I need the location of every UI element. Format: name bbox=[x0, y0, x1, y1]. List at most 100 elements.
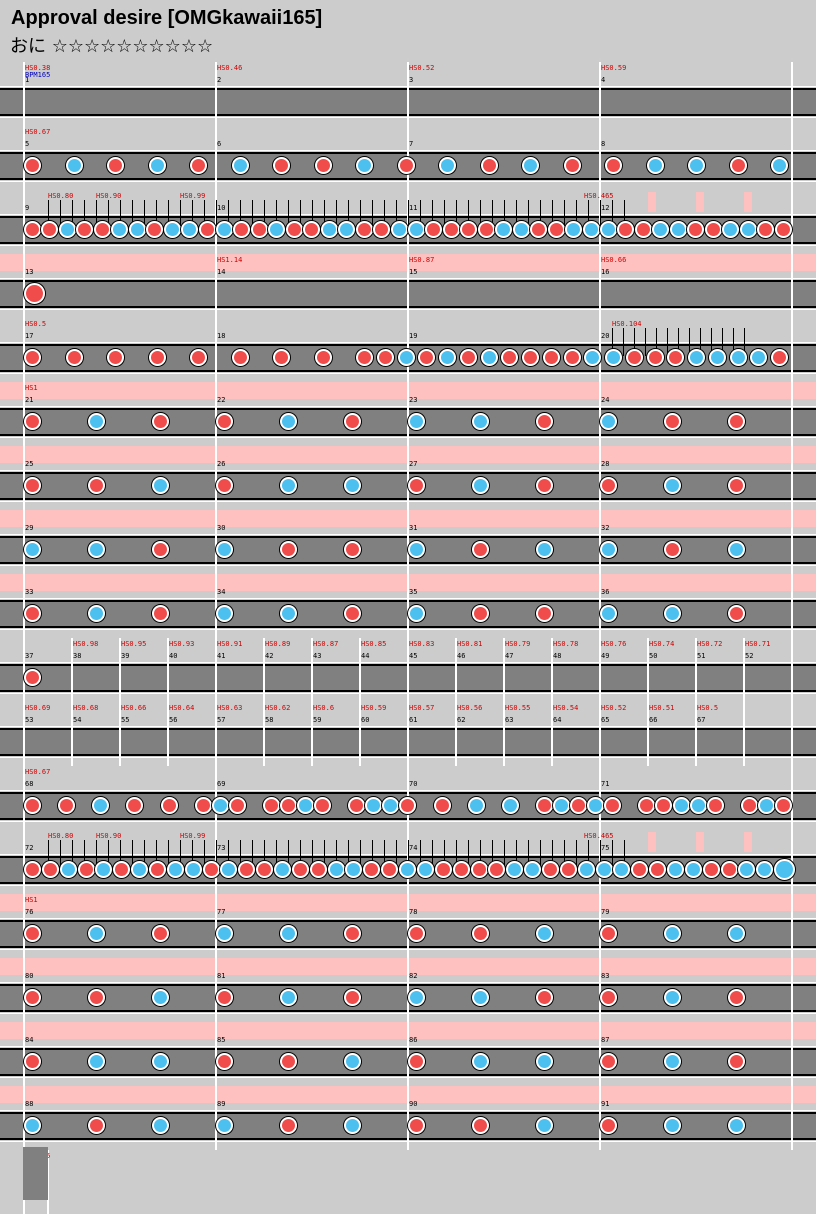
ka-note bbox=[652, 221, 670, 238]
note-stem bbox=[60, 840, 61, 868]
don-note bbox=[152, 541, 169, 558]
don-note bbox=[107, 157, 125, 174]
note-stem bbox=[552, 200, 553, 228]
note-stem bbox=[744, 328, 745, 356]
don-note bbox=[600, 1053, 617, 1070]
don-note bbox=[149, 861, 167, 878]
ka-note bbox=[738, 861, 756, 878]
barline bbox=[215, 1086, 217, 1150]
barline bbox=[23, 894, 25, 958]
measure-number: 89 bbox=[217, 1100, 226, 1108]
ka-note bbox=[688, 349, 706, 366]
ka-note bbox=[739, 221, 757, 238]
measure-number: 75 bbox=[601, 844, 610, 852]
barline bbox=[23, 446, 25, 510]
don-note bbox=[231, 349, 249, 366]
don-note bbox=[728, 1053, 745, 1070]
note-stem bbox=[300, 840, 301, 868]
ka-note bbox=[506, 861, 524, 878]
note-stem bbox=[156, 200, 157, 228]
measure-number: 69 bbox=[217, 780, 226, 788]
measure-number: 44 bbox=[361, 652, 370, 660]
ka-note bbox=[382, 797, 400, 814]
don-note bbox=[728, 413, 745, 430]
don-note bbox=[344, 989, 361, 1006]
don-note bbox=[655, 797, 673, 814]
barline bbox=[23, 958, 25, 1022]
note-stem bbox=[72, 840, 73, 868]
don-note bbox=[356, 349, 374, 366]
barline bbox=[215, 1022, 217, 1086]
ka-note bbox=[59, 861, 77, 878]
note-stem bbox=[492, 840, 493, 868]
note-stem bbox=[348, 200, 349, 228]
ka-note bbox=[757, 797, 775, 814]
barline bbox=[791, 318, 793, 382]
hs-highlight bbox=[744, 192, 752, 212]
barline bbox=[791, 702, 793, 766]
barline bbox=[71, 638, 73, 702]
measure-number: 47 bbox=[505, 652, 514, 660]
barline bbox=[215, 446, 217, 510]
ka-note bbox=[216, 221, 233, 238]
don-note bbox=[477, 221, 495, 238]
measure-number: 40 bbox=[169, 652, 178, 660]
don-note bbox=[41, 221, 59, 238]
chart-row: 9 10 11 12 HS0.80 HS0.90 HS0.99 HS0.465 bbox=[0, 190, 816, 254]
scroll-speed-label: HS0.85 bbox=[361, 640, 387, 648]
don-note bbox=[605, 157, 623, 174]
don-note bbox=[216, 413, 233, 430]
ka-note bbox=[664, 989, 681, 1006]
barline bbox=[503, 638, 505, 702]
don-note bbox=[728, 477, 745, 494]
don-note bbox=[76, 221, 94, 238]
measure-number: 60 bbox=[361, 716, 370, 724]
scroll-speed-label: HS0.72 bbox=[697, 640, 723, 648]
scroll-speed-label: HS0.104 bbox=[612, 320, 642, 328]
barline bbox=[215, 254, 217, 318]
measure-number: 80 bbox=[25, 972, 34, 980]
don-note bbox=[418, 349, 436, 366]
scroll-speed-label: HS0.59 bbox=[361, 704, 387, 712]
ka-note bbox=[92, 797, 110, 814]
barline bbox=[215, 638, 217, 702]
barline bbox=[215, 702, 217, 766]
note-stem bbox=[722, 328, 723, 356]
measure-number: 49 bbox=[601, 652, 610, 660]
measure-number: 91 bbox=[601, 1100, 610, 1108]
ka-note bbox=[672, 797, 690, 814]
scroll-speed-label: HS0.87 bbox=[409, 256, 435, 264]
note-stem bbox=[634, 328, 635, 356]
scroll-speed-label: HS0.71 bbox=[745, 640, 771, 648]
don-note bbox=[24, 283, 45, 304]
chart-row: 84 85 86 87 bbox=[0, 1022, 816, 1086]
don-note bbox=[146, 221, 164, 238]
don-note bbox=[646, 349, 664, 366]
note-stem bbox=[144, 200, 145, 228]
don-note bbox=[559, 861, 577, 878]
don-note bbox=[774, 797, 792, 814]
note-stem bbox=[108, 200, 109, 228]
don-note bbox=[536, 605, 553, 622]
measure-number: 84 bbox=[25, 1036, 34, 1044]
don-note bbox=[563, 349, 581, 366]
barline bbox=[23, 382, 25, 446]
ka-note bbox=[771, 157, 789, 174]
ka-note bbox=[280, 925, 297, 942]
barline bbox=[695, 702, 697, 766]
note-stem bbox=[432, 200, 433, 228]
ka-note bbox=[274, 861, 292, 878]
ka-note bbox=[88, 1053, 105, 1070]
don-note bbox=[280, 1117, 297, 1134]
ka-note bbox=[646, 157, 664, 174]
barline bbox=[791, 190, 793, 254]
measure-number: 71 bbox=[601, 780, 610, 788]
don-note bbox=[152, 925, 169, 942]
scroll-speed-label: HS0.90 bbox=[96, 192, 122, 200]
scroll-speed-label: HS0.66 bbox=[601, 256, 627, 264]
measure-number: 35 bbox=[409, 588, 418, 596]
don-note bbox=[488, 861, 506, 878]
note-stem bbox=[276, 840, 277, 868]
barline bbox=[743, 702, 745, 766]
ka-note bbox=[472, 1053, 489, 1070]
